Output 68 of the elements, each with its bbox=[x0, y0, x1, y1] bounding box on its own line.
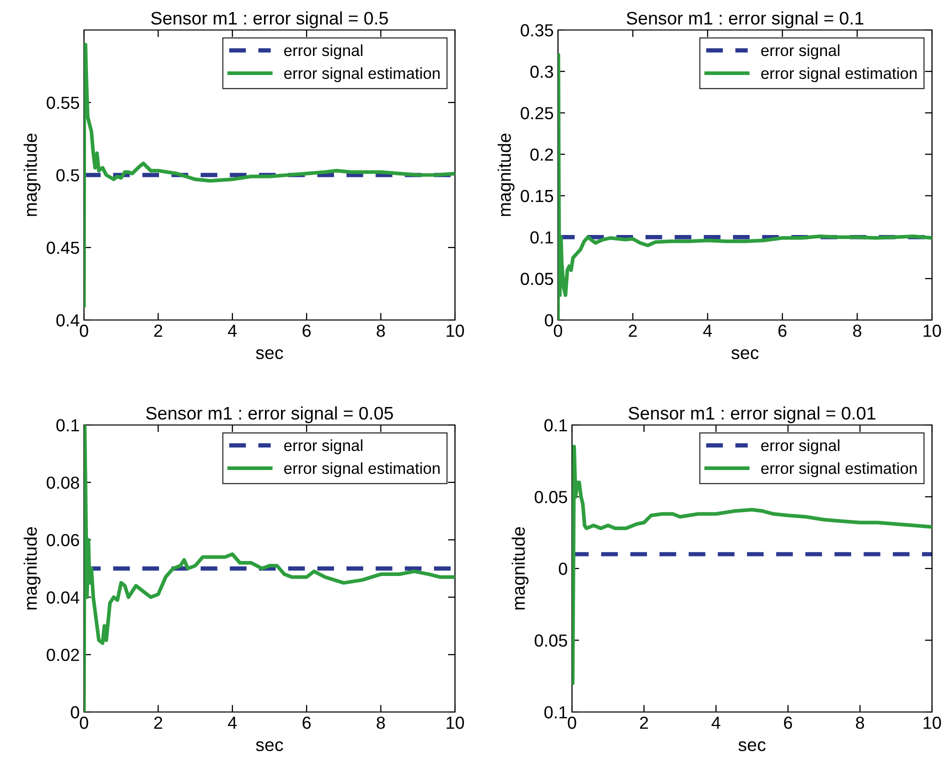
legend-label: error signal estimation bbox=[761, 462, 917, 478]
y-axis-title: magnitude bbox=[24, 527, 40, 610]
y-tick-label: 0.3 bbox=[530, 66, 554, 78]
y-tick-label: 0.08 bbox=[46, 476, 80, 489]
x-tick-label: 2 bbox=[640, 716, 648, 729]
x-tick-label: 2 bbox=[628, 324, 637, 337]
x-tick-label: 10 bbox=[446, 324, 464, 337]
x-tick-label: 8 bbox=[376, 716, 385, 729]
x-tick-label: 4 bbox=[712, 716, 720, 729]
y-tick-label: 0.06 bbox=[46, 534, 80, 546]
x-tick-label: 4 bbox=[228, 324, 237, 337]
x-tick-label: 8 bbox=[856, 716, 864, 729]
y-tick-label: 0.1 bbox=[56, 419, 79, 432]
x-tick-label: 10 bbox=[924, 324, 941, 337]
x-tick-label: 6 bbox=[784, 716, 792, 729]
x-axis-title: sec bbox=[256, 349, 284, 360]
line-series bbox=[84, 42, 455, 308]
legend-label: error signal estimation bbox=[761, 67, 917, 82]
x-tick-label: 4 bbox=[228, 716, 237, 729]
x-tick-label: 2 bbox=[154, 716, 162, 729]
legend-label: error signal bbox=[284, 44, 362, 60]
legend-label: error signal bbox=[761, 44, 840, 60]
y-tick-label: 0 bbox=[70, 706, 80, 718]
x-tick-label: 2 bbox=[154, 324, 162, 337]
y-tick-label: 0.05 bbox=[534, 490, 568, 504]
chart-title: Sensor m1 : error signal = 0.1 bbox=[626, 11, 864, 28]
y-axis-title: magnitude bbox=[24, 134, 40, 216]
x-tick-label: 0 bbox=[80, 716, 88, 729]
y-axis-title: magnitude bbox=[498, 134, 514, 216]
x-axis-title: sec bbox=[731, 349, 759, 360]
x-tick-label: 6 bbox=[302, 324, 311, 337]
legend-label: error signal estimation bbox=[284, 462, 440, 478]
y-tick-label: 0.4 bbox=[56, 314, 80, 326]
y-tick-label: 0.5 bbox=[56, 169, 80, 182]
y-tick-label: 0.55 bbox=[46, 96, 80, 109]
x-tick-label: 6 bbox=[778, 324, 786, 337]
x-tick-label: 0 bbox=[568, 716, 576, 729]
x-tick-label: 10 bbox=[446, 716, 464, 729]
x-axis-title: sec bbox=[256, 741, 284, 752]
y-tick-label: 0.1 bbox=[530, 231, 553, 244]
y-tick-label: 0 bbox=[558, 562, 568, 575]
x-tick-label: 6 bbox=[302, 716, 311, 729]
y-tick-label: 0.02 bbox=[46, 648, 79, 662]
y-tick-label: 0.1 bbox=[544, 706, 567, 718]
y-tick-label: 0.2 bbox=[530, 148, 553, 161]
y-tick-label: 0.45 bbox=[46, 242, 80, 254]
chart-title: Sensor m1 : error signal = 0.5 bbox=[151, 11, 388, 28]
y-tick-label: 0.35 bbox=[520, 24, 554, 36]
line-series bbox=[84, 425, 455, 712]
y-tick-label: 0.25 bbox=[520, 107, 554, 120]
x-tick-label: 4 bbox=[703, 324, 712, 337]
y-tick-label: 0.05 bbox=[520, 272, 554, 286]
chart-title: Sensor m1 : error signal = 0.05 bbox=[146, 406, 393, 424]
y-tick-label: 0.04 bbox=[46, 591, 80, 604]
legend-label: error signal bbox=[284, 439, 362, 454]
x-tick-label: 0 bbox=[80, 324, 88, 337]
x-tick-label: 10 bbox=[924, 716, 941, 729]
legend-label: error signal bbox=[761, 439, 840, 454]
chart-title: Sensor m1 : error signal = 0.01 bbox=[628, 406, 876, 424]
y-tick-label: 0 bbox=[544, 314, 554, 326]
x-tick-label: 8 bbox=[376, 324, 385, 337]
x-axis-title: sec bbox=[738, 741, 766, 752]
x-tick-label: 8 bbox=[853, 324, 862, 337]
y-axis-title: magnitude bbox=[512, 527, 528, 610]
y-tick-label: 0.15 bbox=[520, 190, 554, 202]
legend-label: error signal estimation bbox=[284, 67, 440, 82]
y-tick-label: 0.1 bbox=[544, 419, 567, 432]
y-tick-label: 0.05 bbox=[534, 634, 568, 647]
